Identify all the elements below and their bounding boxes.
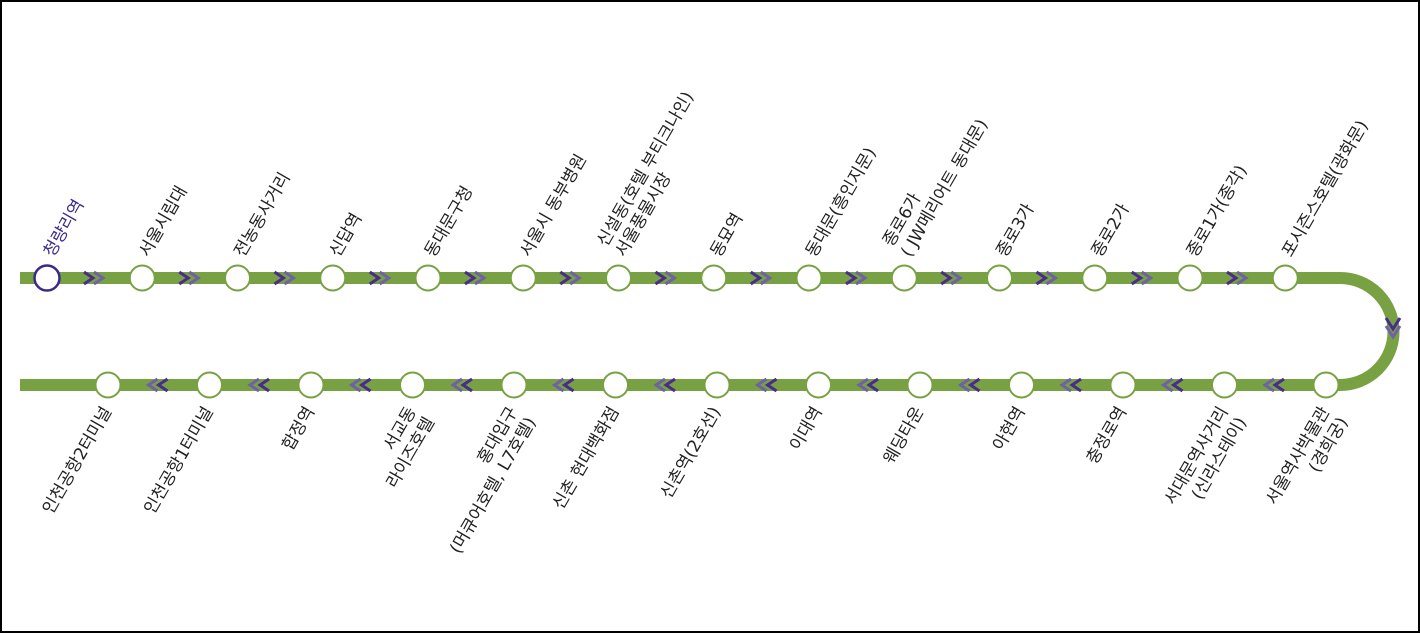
direction-arrow (155, 377, 169, 393)
stop (1211, 371, 1238, 399)
direction-arrow (257, 377, 270, 393)
direction-arrow (1170, 377, 1184, 393)
stop (703, 371, 731, 399)
direction-arrow (957, 377, 971, 393)
stop (297, 371, 325, 399)
stop (1176, 264, 1204, 292)
direction-arrow (754, 377, 768, 393)
stop (509, 264, 537, 292)
stop (319, 264, 347, 292)
direction-arrow (967, 377, 981, 393)
direction-arrow (283, 270, 297, 286)
direction-arrow (559, 270, 572, 286)
direction-arrow (561, 377, 575, 393)
direction-arrow (1035, 270, 1049, 286)
direction-arrow (460, 377, 473, 393)
direction-arrow (1226, 270, 1239, 286)
direction-arrow (664, 270, 678, 286)
stop (224, 264, 251, 292)
direction-arrow (940, 270, 953, 286)
stop (1312, 371, 1340, 399)
direction-arrow (759, 270, 773, 286)
stop (1008, 371, 1035, 399)
stop (1081, 264, 1109, 292)
stop (196, 371, 223, 399)
stop (33, 264, 61, 292)
direction-arrow (1160, 377, 1174, 393)
stop (986, 264, 1013, 292)
direction-arrow (653, 377, 666, 393)
direction-arrow (188, 270, 201, 286)
direction-arrow (93, 270, 106, 286)
stop (399, 371, 426, 399)
direction-arrow (1045, 270, 1059, 286)
stop (795, 264, 823, 292)
stop (94, 371, 122, 399)
direction-arrow (1130, 270, 1144, 286)
direction-arrow (378, 270, 392, 286)
direction-arrow (845, 270, 858, 286)
direction-arrow (464, 270, 477, 286)
stop (602, 371, 629, 399)
direction-arrow (1236, 270, 1249, 286)
direction-arrow (654, 270, 668, 286)
direction-arrow (1262, 377, 1275, 393)
direction-arrow (368, 270, 382, 286)
direction-arrow (749, 270, 763, 286)
direction-arrow (856, 377, 869, 393)
direction-arrow (663, 377, 676, 393)
stop (890, 264, 918, 292)
direction-arrow (1384, 325, 1402, 340)
stop (128, 264, 156, 292)
stop (700, 264, 728, 292)
direction-arrow (551, 377, 565, 393)
stop (414, 264, 442, 292)
direction-arrow (950, 270, 963, 286)
direction-arrow (348, 377, 362, 393)
direction-arrow (247, 377, 260, 393)
stop (906, 371, 934, 399)
stop (805, 371, 832, 399)
direction-arrow (855, 270, 868, 286)
direction-arrow (450, 377, 463, 393)
direction-arrow (1384, 317, 1402, 332)
direction-arrow (358, 377, 372, 393)
direction-arrow (145, 377, 159, 393)
stop (1109, 371, 1137, 399)
direction-arrow (1059, 377, 1072, 393)
stop (500, 371, 528, 399)
direction-arrow (1272, 377, 1285, 393)
route-line (20, 272, 1400, 391)
direction-arrow (569, 270, 582, 286)
direction-arrow (83, 270, 96, 286)
direction-arrow (764, 377, 778, 393)
stop (1271, 264, 1299, 292)
direction-arrow (474, 270, 487, 286)
stop (605, 264, 632, 292)
direction-arrow (273, 270, 287, 286)
direction-arrow (1140, 270, 1154, 286)
direction-arrow (866, 377, 879, 393)
direction-arrow (178, 270, 191, 286)
direction-arrow (1069, 377, 1082, 393)
